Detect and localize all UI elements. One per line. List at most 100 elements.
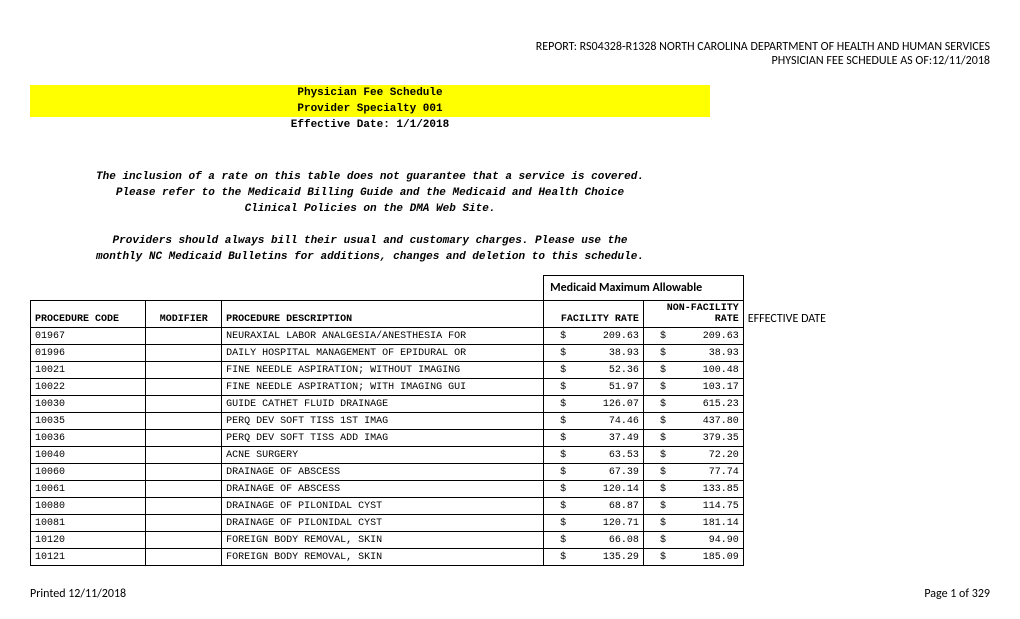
cell-modifier	[146, 430, 222, 447]
cell-code: 10030	[31, 396, 146, 413]
table-row: 10021FINE NEEDLE ASPIRATION; WITHOUT IMA…	[31, 362, 990, 379]
cell-modifier	[146, 345, 222, 362]
cell-modifier	[146, 413, 222, 430]
cell-facility-rate: $66.08	[544, 532, 644, 549]
cell-modifier	[146, 379, 222, 396]
col-modifier: MODIFIER	[146, 301, 222, 328]
cell-nonfacility-rate: $209.63	[643, 328, 743, 345]
cell-code: 10036	[31, 430, 146, 447]
note-line: monthly NC Medicaid Bulletins for additi…	[30, 249, 710, 265]
cell-modifier	[146, 498, 222, 515]
cell-description: NEURAXIAL LABOR ANALGESIA/ANESTHESIA FOR	[222, 328, 544, 345]
cell-nonfacility-rate: $133.85	[643, 481, 743, 498]
cell-modifier	[146, 532, 222, 549]
cell-nonfacility-rate: $72.20	[643, 447, 743, 464]
cell-description: DRAINAGE OF PILONIDAL CYST	[222, 498, 544, 515]
cell-effective-date	[743, 362, 989, 379]
cell-modifier	[146, 362, 222, 379]
cell-nonfacility-rate: $77.74	[643, 464, 743, 481]
cell-description: PERQ DEV SOFT TISS 1ST IMAG	[222, 413, 544, 430]
cell-nonfacility-rate: $379.35	[643, 430, 743, 447]
cell-description: FOREIGN BODY REMOVAL, SKIN	[222, 549, 544, 566]
cell-code: 10060	[31, 464, 146, 481]
cell-facility-rate: $67.39	[544, 464, 644, 481]
table-row: 10035PERQ DEV SOFT TISS 1ST IMAG$74.46$4…	[31, 413, 990, 430]
mma-header-row: Medicaid Maximum Allowable	[31, 276, 990, 301]
cell-modifier	[146, 464, 222, 481]
cell-facility-rate: $135.29	[544, 549, 644, 566]
table-row: 10081DRAINAGE OF PILONIDAL CYST$120.71$1…	[31, 515, 990, 532]
note-line: Please refer to the Medicaid Billing Gui…	[30, 185, 710, 201]
col-facility-rate: FACILITY RATE	[544, 301, 644, 328]
cell-description: PERQ DEV SOFT TISS ADD IMAG	[222, 430, 544, 447]
cell-nonfacility-rate: $38.93	[643, 345, 743, 362]
title-block: Physician Fee Schedule Provider Specialt…	[30, 85, 710, 265]
cell-nonfacility-rate: $94.90	[643, 532, 743, 549]
cell-facility-rate: $209.63	[544, 328, 644, 345]
cell-code: 10021	[31, 362, 146, 379]
col-description: PROCEDURE DESCRIPTION	[222, 301, 544, 328]
cell-effective-date	[743, 532, 989, 549]
cell-effective-date	[743, 345, 989, 362]
cell-modifier	[146, 396, 222, 413]
cell-facility-rate: $68.87	[544, 498, 644, 515]
table-row: 10121 FOREIGN BODY REMOVAL, SKIN$135.29$1…	[31, 549, 990, 566]
cell-facility-rate: $120.71	[544, 515, 644, 532]
cell-modifier	[146, 447, 222, 464]
cell-modifier	[146, 515, 222, 532]
cell-code: 10120	[31, 532, 146, 549]
cell-facility-rate: $51.97	[544, 379, 644, 396]
title-line2: Provider Specialty 001	[30, 101, 710, 117]
cell-nonfacility-rate: $185.09	[643, 549, 743, 566]
cell-nonfacility-rate: $437.80	[643, 413, 743, 430]
cell-code: 10061	[31, 481, 146, 498]
title-line1: Physician Fee Schedule	[30, 85, 710, 101]
cell-code: 01967	[31, 328, 146, 345]
table-row: 01996DAILY HOSPITAL MANAGEMENT OF EPIDUR…	[31, 345, 990, 362]
cell-facility-rate: $120.14	[544, 481, 644, 498]
cell-facility-rate: $52.36	[544, 362, 644, 379]
table-row: 10061DRAINAGE OF ABSCESS$120.14$133.85	[31, 481, 990, 498]
cell-code: 10121	[31, 549, 146, 566]
cell-facility-rate: $126.07	[544, 396, 644, 413]
cell-nonfacility-rate: $114.75	[643, 498, 743, 515]
mma-header: Medicaid Maximum Allowable	[544, 276, 744, 301]
cell-facility-rate: $63.53	[544, 447, 644, 464]
notes-block: The inclusion of a rate on this table do…	[30, 153, 710, 265]
cell-effective-date	[743, 549, 989, 566]
cell-effective-date	[743, 396, 989, 413]
column-header-row: PROCEDURE CODE MODIFIER PROCEDURE DESCRI…	[31, 301, 990, 328]
table-row: 10120 FOREIGN BODY REMOVAL, SKIN$66.08$94…	[31, 532, 990, 549]
table-row: 10040 ACNE SURGERY$63.53$72.20	[31, 447, 990, 464]
table-row: 01967 NEURAXIAL LABOR ANALGESIA/ANESTHESI…	[31, 328, 990, 345]
note-line: The inclusion of a rate on this table do…	[30, 169, 710, 185]
cell-nonfacility-rate: $181.14	[643, 515, 743, 532]
cell-effective-date	[743, 498, 989, 515]
cell-effective-date	[743, 447, 989, 464]
cell-description: GUIDE CATHET FLUID DRAINAGE	[222, 396, 544, 413]
cell-code: 10080	[31, 498, 146, 515]
report-header-line1: REPORT: RS04328-R1328 NORTH CAROLINA DEP…	[536, 40, 990, 54]
cell-effective-date	[743, 328, 989, 345]
cell-modifier	[146, 549, 222, 566]
cell-effective-date	[743, 413, 989, 430]
cell-effective-date	[743, 464, 989, 481]
cell-code: 10040	[31, 447, 146, 464]
cell-facility-rate: $37.49	[544, 430, 644, 447]
col-nonfacility-rate: NON-FACILITY RATE	[643, 301, 743, 328]
cell-nonfacility-rate: $103.17	[643, 379, 743, 396]
table-row: 10030 GUIDE CATHET FLUID DRAINAGE$126.07$…	[31, 396, 990, 413]
table-body: 01967 NEURAXIAL LABOR ANALGESIA/ANESTHESI…	[31, 328, 990, 566]
cell-description: ACNE SURGERY	[222, 447, 544, 464]
cell-effective-date	[743, 379, 989, 396]
cell-nonfacility-rate: $615.23	[643, 396, 743, 413]
report-header-line2: PHYSICIAN FEE SCHEDULE AS OF:12/11/2018	[536, 54, 990, 68]
cell-nonfacility-rate: $100.48	[643, 362, 743, 379]
title-line3: Effective Date: 1/1/2018	[30, 117, 710, 133]
cell-description: DAILY HOSPITAL MANAGEMENT OF EPIDURAL OR	[222, 345, 544, 362]
cell-description: FOREIGN BODY REMOVAL, SKIN	[222, 532, 544, 549]
note-line: Clinical Policies on the DMA Web Site.	[30, 201, 710, 217]
cell-description: DRAINAGE OF PILONIDAL CYST	[222, 515, 544, 532]
col-code: PROCEDURE CODE	[31, 301, 146, 328]
nonfac-l1: NON-FACILITY	[667, 303, 739, 314]
